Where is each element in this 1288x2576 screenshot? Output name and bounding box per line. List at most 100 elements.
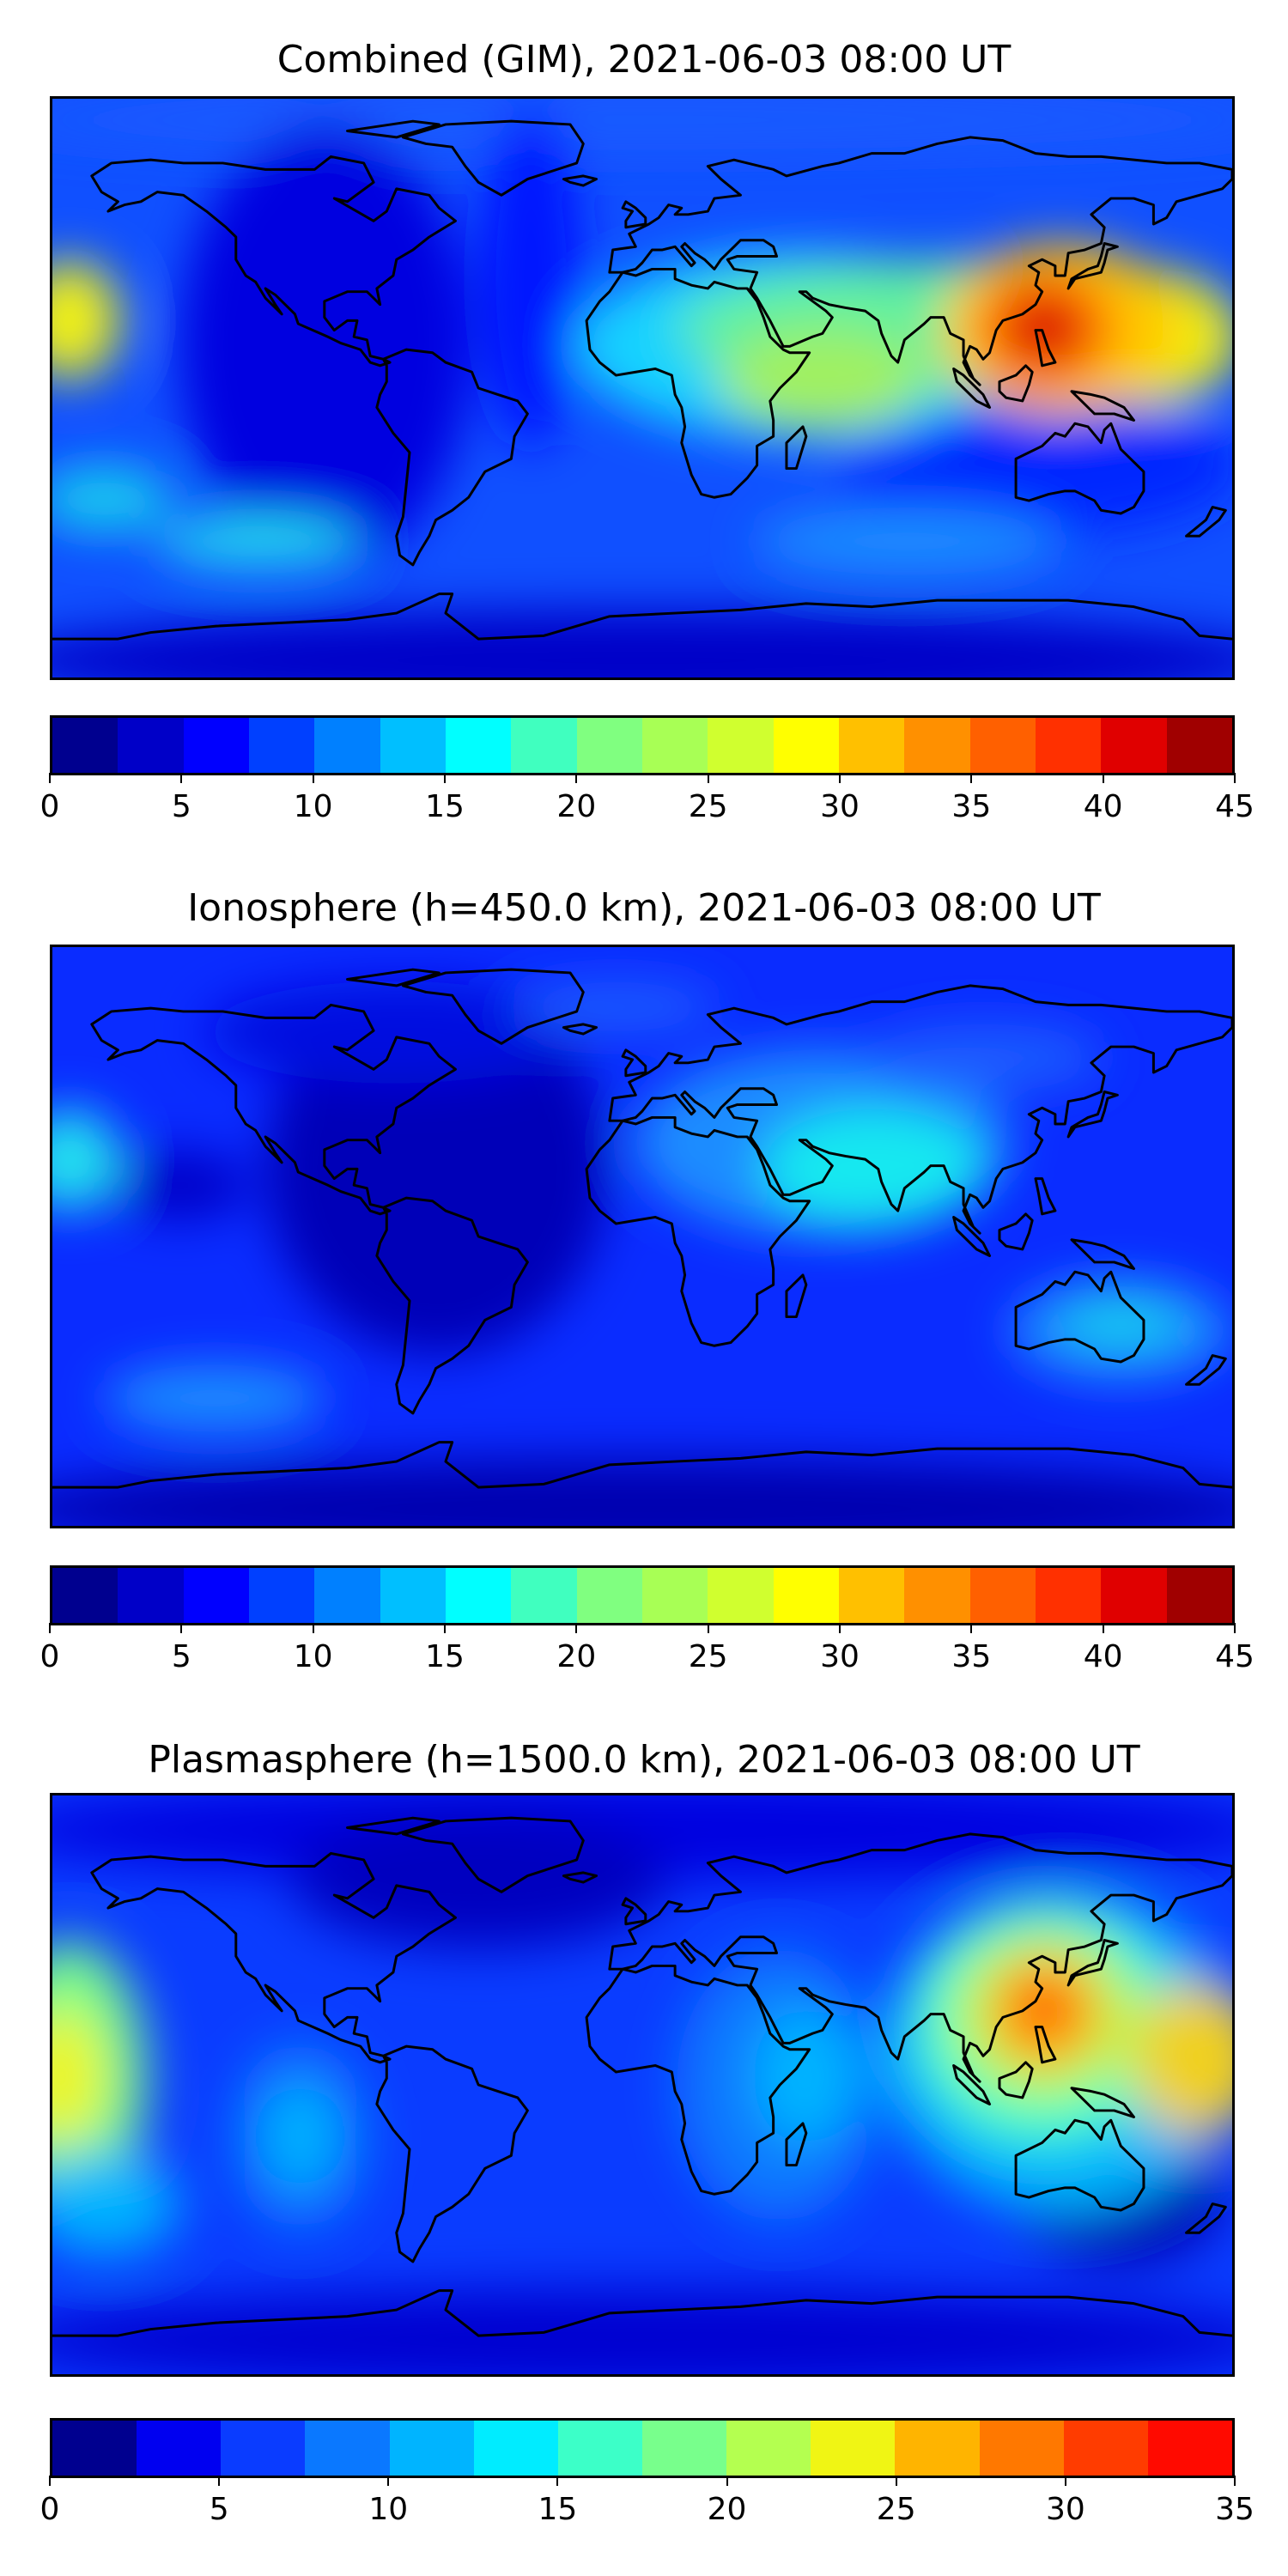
tick-mark [180,773,183,783]
coastline-africa [585,267,811,499]
tick-mark [1234,773,1236,783]
colorbar-segment [708,718,774,773]
tick-mark [1234,2476,1236,2486]
tick-label: 10 [368,2492,409,2527]
coastlines [52,119,1232,641]
dateline-crest [52,2008,104,2145]
tick-label: 30 [820,1639,860,1674]
tick-mark [49,773,51,783]
chart-title: Plasmasphere (h=1500.0 km), 2021-06-03 0… [148,1738,1140,1782]
coastline-japan [1066,242,1119,290]
tick-mark [444,773,446,783]
tick-label: 5 [171,789,191,824]
tick-label: 40 [1083,1639,1123,1674]
coastline-sumatra [952,1216,992,1257]
tick-label: 40 [1083,789,1123,824]
coastline-south-america [375,1196,529,1415]
coastline-eurasia [608,984,1232,1235]
colorbar-segment [895,2421,980,2476]
colorbar-ticks: 0 5 10 15 20 25 30 35 40 45 [40,773,1255,824]
tick-label: 15 [538,2492,578,2527]
tick-mark [839,773,841,783]
coastline-new-zealand [1185,1354,1227,1386]
coastline-north-america [90,1003,457,1216]
colorbar-segment [473,2421,558,2476]
coastline-australia [1014,422,1145,515]
tick-label: 15 [425,1639,465,1674]
coastline-japan [1066,1939,1119,1987]
colorbar-segment [380,718,446,773]
tick-mark [1102,1623,1104,1633]
north-polar-band [52,99,1232,150]
colorbar-segment [979,2421,1064,2476]
americas-low [180,124,471,568]
colorbar-segment [1166,1568,1232,1623]
colorbar-segment [183,1568,249,1623]
colorbar-segment [904,718,970,773]
tick-label: 20 [556,1639,597,1674]
asia-crest-peak [1008,292,1080,365]
coastline-new-zealand [1185,2202,1227,2234]
coastline-greenland [401,968,585,1045]
coastline-sumatra [952,368,992,409]
tick-label: 20 [556,789,597,824]
colorbar-segment [641,718,708,773]
colorbar-segment [641,2421,727,2476]
colorbar-segment [314,718,380,773]
tick-mark [556,2476,559,2486]
colorbar-segment [838,1568,905,1623]
tick-label: 30 [820,789,860,824]
colorbar-segment [314,1568,380,1623]
colorbar-segment [380,1568,446,1623]
south-west-high [52,465,173,533]
colorbar-segment [445,1568,512,1623]
coastline-greenland [401,1816,585,1893]
south-low [52,2288,1232,2374]
tick-mark [707,773,709,783]
map-svg [52,99,1232,677]
south-pacific-high [155,515,361,568]
tick-mark [575,773,578,783]
coastline-philippines [1034,329,1057,368]
south-indian-band [753,507,1061,576]
colorbar-segment [708,1568,774,1623]
tick-mark [444,1623,446,1633]
dateline-crest [52,260,121,380]
colorbar-segment [445,718,512,773]
colorbar-segment [137,2421,222,2476]
colorbar-segment [1035,718,1102,773]
north-atlantic-low [206,981,583,1084]
indian-crest [719,328,925,431]
colorbar-segment [511,718,577,773]
tick-label: 45 [1215,789,1255,824]
asia-north-band [864,1024,1104,1092]
coastline-uk [621,1048,647,1078]
coastline-new-guinea [1070,2087,1135,2118]
coastline-uk [621,200,647,229]
coastline-iceland [562,1023,598,1036]
coastline-eurasia [608,136,1232,386]
colorbar-segment [811,2421,896,2476]
coastline-north-america [90,1851,457,2064]
coastline-borneo [998,1212,1034,1251]
arabia-crest [762,1109,985,1229]
tick-label: 15 [425,789,465,824]
pacific-low [112,1151,249,1220]
colorbar-segment [1035,1568,1102,1623]
coastline-japan [1066,1091,1119,1139]
europe-band [513,981,720,1033]
heatmap-map [50,945,1235,1528]
south-pacific-band [103,1364,326,1432]
colorbar-ticks: 0 5 10 15 20 25 30 35 [40,2476,1255,2527]
indian-south-low [830,396,1232,533]
coastline-philippines [1034,1177,1057,1216]
coastlines [52,1816,1232,2337]
heatmap-map [50,1793,1235,2377]
colorbar-segment [1166,718,1232,773]
coastline-uk [621,1897,647,1926]
colorbar-segment [557,2421,642,2476]
coastline-borneo [998,2061,1034,2099]
coastline-ellesmere [346,1816,440,1836]
tick-label: 25 [876,2492,916,2527]
coastline-africa [585,1115,811,1347]
